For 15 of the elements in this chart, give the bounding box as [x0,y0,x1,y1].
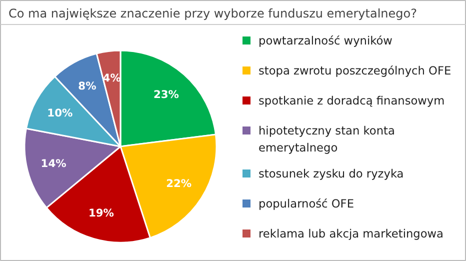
data-label: 19% [88,206,114,220]
legend-label: popularność OFE [258,196,354,210]
data-label: 23% [153,88,180,102]
data-label: 10% [47,106,74,120]
chart-title: Co ma największe znaczenie przy wyborze funduszu emerytalnego? [8,6,417,20]
data-label: 22% [166,177,192,190]
data-label: 14% [40,157,67,170]
legend-label: powtarzalność wyników [258,34,392,48]
legend-label: stopa zwrotu poszczególnych OFE [258,64,452,78]
legend-label: hipotetyczny stan konta emerytalnego [258,124,395,154]
legend-label: stosunek zysku do ryzyka [258,166,404,180]
data-label: 4% [102,71,122,84]
data-label: 8% [78,79,97,92]
legend-label: reklama lub akcja marketingowa [258,226,444,240]
legend-label: spotkanie z doradcą finansowym [258,94,445,108]
